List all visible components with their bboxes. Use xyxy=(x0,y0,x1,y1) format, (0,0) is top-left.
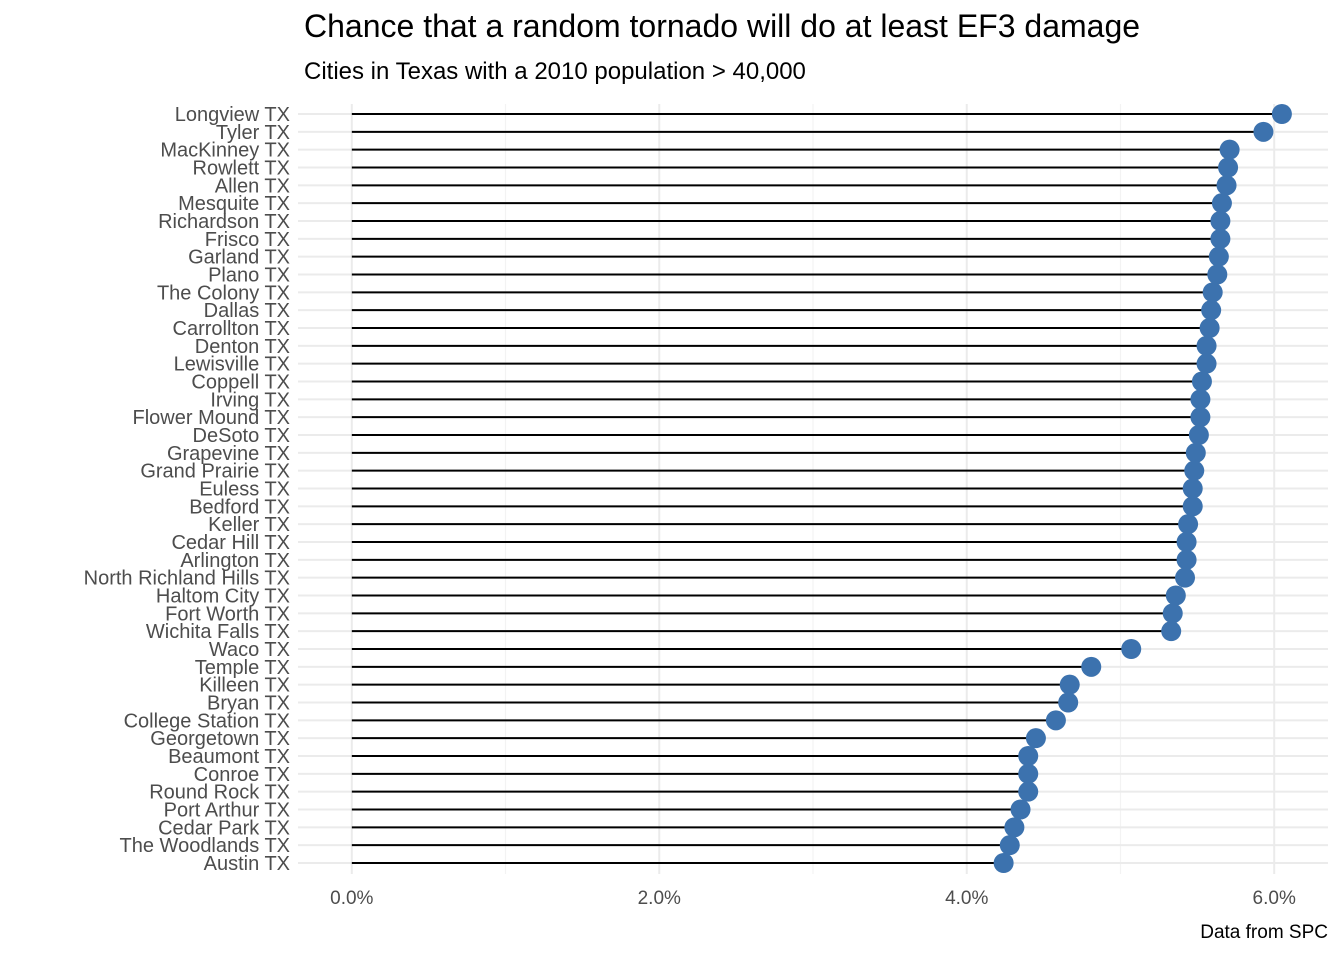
y-tick-label: Dallas TX xyxy=(204,300,290,322)
y-tick-label: Flower Mound TX xyxy=(133,407,290,429)
lollipop-point xyxy=(1210,211,1231,231)
lollipop-point xyxy=(1058,692,1079,713)
y-tick-label: Round Rock TX xyxy=(149,782,290,804)
y-tick-label: Austin TX xyxy=(204,853,290,875)
y-tick-label: The Woodlands TX xyxy=(120,835,290,857)
y-tick-label: Frisco TX xyxy=(205,229,290,251)
chart-title: Chance that a random tornado will do at … xyxy=(304,8,1141,44)
y-tick-label: Longview TX xyxy=(175,104,290,126)
lollipop-point xyxy=(1182,496,1203,517)
lollipop-point xyxy=(1211,193,1232,214)
chart-subtitle: Cities in Texas with a 2010 population >… xyxy=(304,58,806,85)
lollipop-segments xyxy=(351,113,1282,864)
lollipop-point xyxy=(999,835,1020,856)
y-tick-label: Coppell TX xyxy=(191,372,290,394)
lollipop-point xyxy=(1175,567,1196,588)
y-tick-label: Irving TX xyxy=(210,389,290,411)
lollipop-point xyxy=(1165,585,1186,606)
lollipop-point xyxy=(1207,264,1228,285)
lollipop-point xyxy=(1202,282,1223,303)
y-tick-label: Cedar Park TX xyxy=(158,817,290,839)
y-tick-label: Beaumont TX xyxy=(168,746,290,768)
y-tick-label: College Station TX xyxy=(124,710,290,732)
lollipop-point xyxy=(1208,246,1229,267)
y-tick-label: Wichita Falls TX xyxy=(146,621,290,643)
x-tick-label: 4.0% xyxy=(945,888,988,909)
y-tick-label: Cedar Hill TX xyxy=(171,532,290,554)
y-tick-label: Temple TX xyxy=(195,657,290,679)
y-tick-label: Georgetown TX xyxy=(150,728,290,750)
lollipop-point xyxy=(1219,139,1240,160)
lollipop-point xyxy=(1191,371,1212,392)
lollipop-point xyxy=(993,853,1014,873)
lollipop-point xyxy=(1199,318,1220,338)
y-tick-label: Haltom City TX xyxy=(156,586,290,608)
y-tick-label: Arlington TX xyxy=(180,550,290,572)
y-tick-label: DeSoto TX xyxy=(193,425,290,447)
y-tick-label: Mesquite TX xyxy=(178,193,290,215)
y-tick-label: Port Arthur TX xyxy=(164,800,290,822)
y-tick-label: Allen TX xyxy=(215,175,290,197)
y-tick-label: Carrollton TX xyxy=(173,318,290,340)
y-tick-label: Bryan TX xyxy=(207,693,290,715)
lollipop-point xyxy=(1184,460,1205,481)
lollipop-point xyxy=(1185,442,1206,463)
x-axis-labels: 0.0% 2.0% 4.0% 6.0% xyxy=(330,888,1296,909)
lollipop-point xyxy=(1190,389,1211,410)
y-tick-label: Fort Worth TX xyxy=(165,603,290,625)
chart-caption: Data from SPC xyxy=(1200,922,1328,943)
lollipop-point xyxy=(1018,763,1039,784)
lollipop-point xyxy=(1201,300,1222,321)
lollipop-point xyxy=(1059,674,1080,695)
y-tick-label: The Colony TX xyxy=(157,282,290,304)
lollipop-point xyxy=(1162,603,1183,624)
lollipop-point xyxy=(1081,656,1102,677)
lollipop-point xyxy=(1182,478,1203,499)
lollipop-point xyxy=(1196,353,1217,374)
lollipop-point xyxy=(1045,710,1066,731)
lollipop-points xyxy=(993,104,1292,873)
lollipop-point xyxy=(1188,425,1209,445)
lollipop-point xyxy=(1176,532,1197,552)
lollipop-point xyxy=(1196,335,1217,356)
lollipop-point xyxy=(1018,781,1039,802)
y-tick-label: Conroe TX xyxy=(194,764,290,786)
lollipop-point xyxy=(1178,514,1199,535)
lollipop-point xyxy=(1253,121,1274,142)
y-tick-label: Tyler TX xyxy=(216,122,290,144)
lollipop-point xyxy=(1190,407,1211,428)
y-tick-label: Euless TX xyxy=(199,479,290,501)
lollipop-point xyxy=(1121,639,1142,659)
x-tick-label: 0.0% xyxy=(330,888,373,909)
y-tick-label: Plano TX xyxy=(208,265,290,287)
lollipop-point xyxy=(1018,746,1039,766)
lollipop-point xyxy=(1216,175,1237,196)
lollipop-point xyxy=(1025,728,1046,749)
y-tick-label: North Richland Hills TX xyxy=(84,568,290,590)
lollipop-point xyxy=(1161,621,1182,642)
lollipop-point xyxy=(1004,817,1025,838)
y-tick-label: Garland TX xyxy=(188,247,290,269)
y-tick-label: Richardson TX xyxy=(158,211,290,233)
lollipop-point xyxy=(1218,157,1239,178)
lollipop-point xyxy=(1210,228,1231,249)
y-tick-label: Grand Prairie TX xyxy=(140,461,290,483)
y-tick-label: Bedford TX xyxy=(189,496,290,518)
y-tick-label: Denton TX xyxy=(195,336,290,358)
x-tick-label: 6.0% xyxy=(1253,888,1296,909)
y-tick-label: Lewisville TX xyxy=(174,354,290,376)
y-tick-label: MacKinney TX xyxy=(160,140,290,162)
y-tick-label: Killeen TX xyxy=(199,675,290,697)
lollipop-point xyxy=(1010,799,1031,820)
x-tick-label: 2.0% xyxy=(638,888,681,909)
y-tick-label: Grapevine TX xyxy=(167,443,290,465)
lollipop-point xyxy=(1271,104,1292,124)
lollipop-point xyxy=(1176,549,1197,570)
y-tick-label: Waco TX xyxy=(209,639,290,661)
y-tick-label: Rowlett TX xyxy=(193,158,290,180)
y-tick-label: Keller TX xyxy=(208,514,290,536)
